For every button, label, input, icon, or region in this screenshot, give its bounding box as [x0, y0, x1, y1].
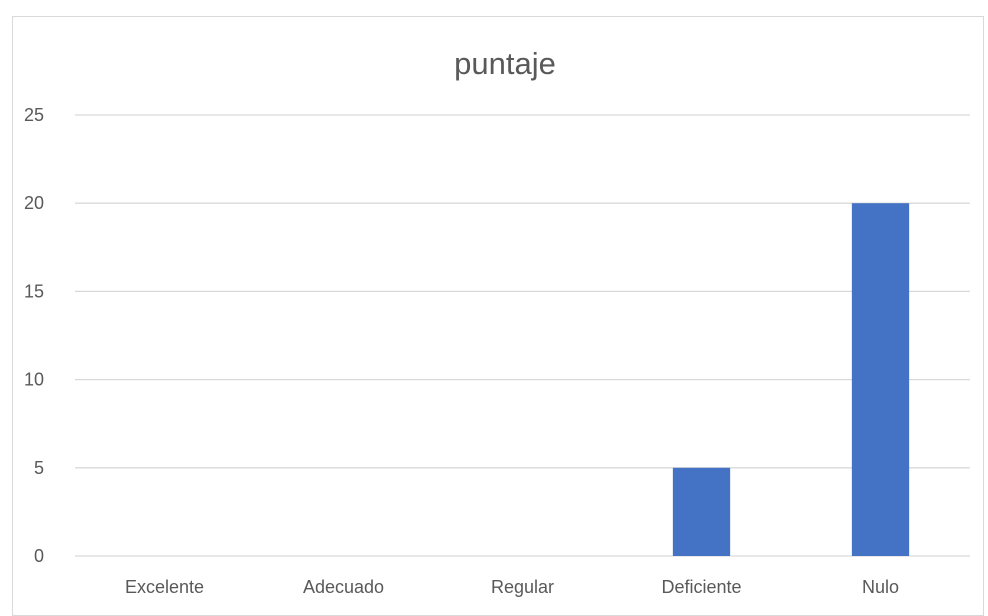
x-category-label: Deficiente [661, 577, 741, 597]
x-category-label: Nulo [862, 577, 899, 597]
x-category-label: Regular [491, 577, 554, 597]
x-category-label: Adecuado [303, 577, 384, 597]
y-tick-label: 0 [34, 546, 44, 566]
bars [672, 203, 910, 556]
chart-title: puntaje [454, 46, 556, 81]
x-category-label: Excelente [125, 577, 204, 597]
y-tick-label: 25 [24, 105, 44, 125]
x-axis-category-labels: Excelente Adecuado Regular Deficiente Nulo [125, 577, 899, 597]
chart-frame [12, 16, 984, 616]
y-tick-label: 15 [24, 281, 44, 301]
bar-nulo [851, 203, 910, 556]
y-tick-label: 5 [34, 458, 44, 478]
y-axis-tick-labels: 0 5 10 15 20 25 [24, 105, 44, 566]
bar-deficiente [672, 467, 731, 556]
y-tick-label: 10 [24, 370, 44, 390]
y-tick-label: 20 [24, 193, 44, 213]
gridlines [75, 114, 970, 557]
